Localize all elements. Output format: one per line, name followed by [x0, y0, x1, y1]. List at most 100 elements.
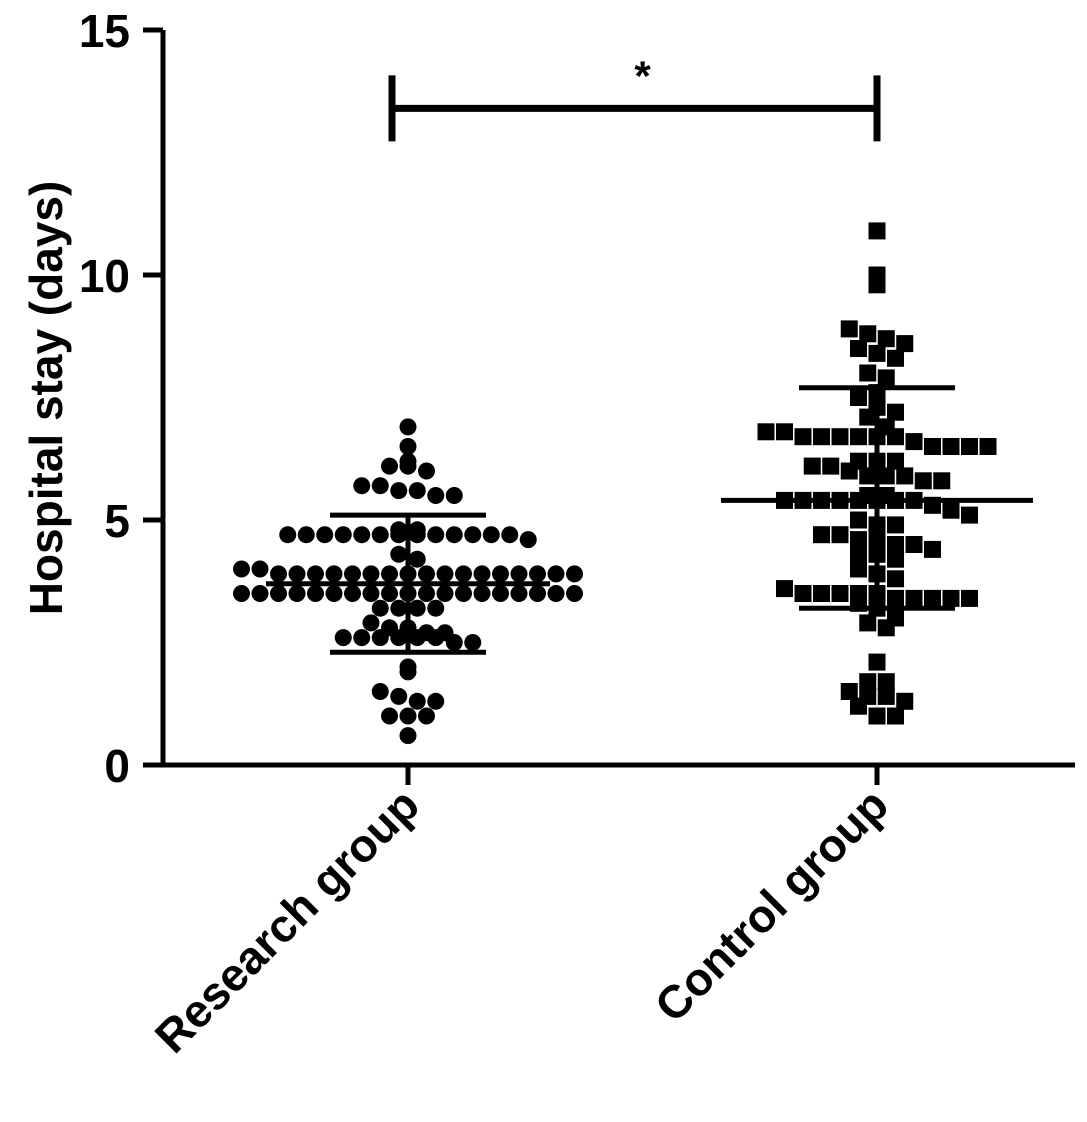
data-point-square: [822, 457, 840, 475]
data-point-circle: [519, 531, 537, 549]
data-point-square: [850, 452, 867, 470]
data-point-square: [887, 570, 904, 588]
data-point-square: [961, 438, 978, 455]
data-point-square: [831, 428, 849, 446]
data-point-circle: [510, 585, 528, 602]
data-point-square: [868, 707, 886, 725]
data-point-circle: [399, 452, 417, 470]
data-point-square: [831, 526, 849, 544]
data-point-circle: [418, 624, 435, 642]
data-point-circle: [334, 526, 352, 544]
data-point-circle: [353, 629, 371, 647]
data-point-square: [850, 511, 867, 529]
data-point-square: [924, 589, 941, 607]
axes: 0 5 10 15 Research group Control group: [79, 5, 1075, 1063]
data-point-square: [813, 585, 830, 602]
data-point-circle: [362, 565, 380, 583]
data-point-square: [877, 418, 895, 436]
data-point-square: [887, 536, 904, 553]
data-point-circle: [371, 526, 389, 544]
data-point-circle: [418, 707, 435, 725]
data-point-circle: [473, 585, 491, 602]
data-point-square: [961, 506, 978, 524]
data-point-circle: [316, 526, 334, 544]
data-point-square: [868, 344, 886, 362]
data-point-circle: [307, 585, 324, 602]
data-point-circle: [399, 727, 417, 745]
plot-area: *: [233, 52, 1033, 745]
data-point-circle: [381, 457, 398, 475]
data-point-square: [877, 369, 895, 387]
data-point-circle: [436, 624, 454, 642]
data-point-square: [877, 467, 895, 485]
data-point-circle: [362, 585, 380, 602]
data-point-square: [924, 540, 941, 558]
data-point-circle: [427, 599, 445, 617]
data-point-square: [813, 428, 830, 446]
data-point-circle: [529, 585, 546, 602]
data-point-circle: [353, 526, 371, 544]
data-point-circle: [399, 438, 417, 455]
data-point-circle: [353, 477, 371, 495]
data-point-circle: [418, 462, 435, 480]
data-point-circle: [492, 565, 509, 583]
data-point-circle: [399, 707, 417, 725]
data-point-square: [887, 609, 904, 627]
data-point-circle: [390, 545, 408, 563]
data-point-square: [896, 467, 914, 485]
data-point-square: [850, 531, 867, 549]
data-point-circle: [436, 585, 454, 602]
data-point-circle: [344, 565, 361, 583]
data-point-circle: [279, 526, 297, 544]
data-point-circle: [371, 683, 389, 700]
data-point-circle: [390, 599, 408, 617]
data-point-circle: [334, 629, 352, 647]
data-point-circle: [381, 585, 398, 602]
data-point-square: [877, 673, 895, 691]
data-point-circle: [325, 585, 343, 602]
data-point-circle: [427, 692, 445, 710]
data-point-square: [850, 560, 867, 578]
data-point-square: [831, 585, 849, 602]
data-point-circle: [566, 565, 583, 583]
data-point-circle: [408, 692, 426, 710]
data-point-square: [896, 335, 914, 353]
data-point-square: [942, 589, 960, 607]
data-point-circle: [408, 550, 426, 568]
data-point-circle: [233, 560, 250, 578]
data-point-square: [877, 330, 895, 348]
data-point-square: [859, 467, 877, 485]
data-point-circle: [482, 526, 500, 544]
data-point-circle: [371, 477, 389, 495]
data-point-square: [794, 585, 812, 602]
data-point-circle: [566, 585, 583, 602]
data-point-circle: [473, 565, 491, 583]
data-point-circle: [445, 487, 463, 504]
data-point-circle: [418, 585, 435, 602]
data-point-circle: [381, 707, 398, 725]
data-point-square: [859, 673, 877, 691]
data-point-square: [961, 589, 978, 607]
data-point-square: [905, 589, 923, 607]
data-point-square: [887, 516, 904, 534]
data-point-circle: [307, 565, 324, 583]
data-point-circle: [371, 599, 389, 617]
data-point-circle: [362, 614, 380, 632]
data-point-square: [942, 501, 960, 519]
data-point-circle: [288, 585, 306, 602]
data-point-square: [905, 536, 923, 553]
data-point-square: [887, 452, 904, 470]
data-point-circle: [547, 585, 565, 602]
data-point-circle: [436, 565, 454, 583]
data-point-circle: [399, 658, 417, 676]
y-tick-label: 15: [79, 5, 130, 57]
data-point-square: [813, 526, 830, 544]
data-point-circle: [390, 521, 408, 539]
data-point-circle: [547, 565, 565, 583]
data-point-circle: [427, 487, 445, 504]
data-point-square: [859, 364, 877, 382]
data-point-circle: [501, 526, 519, 544]
data-point-square: [905, 433, 923, 451]
data-point-square: [887, 403, 904, 421]
data-point-circle: [390, 687, 408, 705]
